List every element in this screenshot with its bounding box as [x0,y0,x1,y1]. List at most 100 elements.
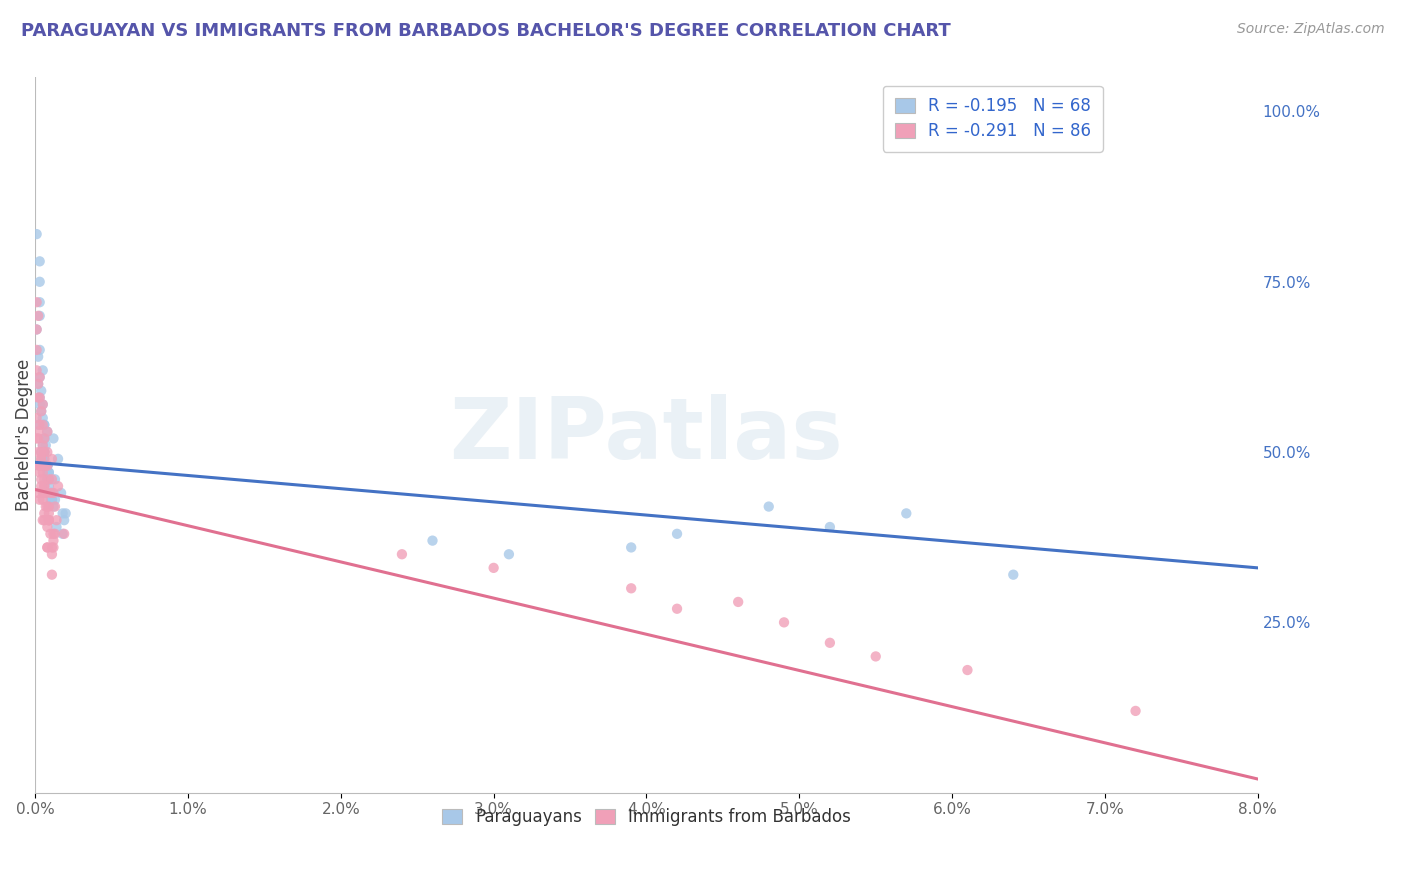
Point [38,466,60,480]
Point [28,466,51,480]
Point [45,513,67,527]
Text: ZIPatlas: ZIPatlas [450,393,844,476]
Point [25,432,48,446]
Point [37,472,59,486]
Point [37,541,59,555]
Point [620,541,643,555]
Point [37,458,59,473]
Point [30,404,52,418]
Point [38,513,60,527]
Point [27,391,49,405]
Point [31,417,53,432]
Point [32,451,55,466]
Point [27,417,49,432]
Point [32,432,55,446]
Point [35,458,58,473]
Point [32,479,55,493]
Point [25,322,48,336]
Point [25,227,48,241]
Point [41,486,63,500]
Y-axis label: Bachelor's Degree: Bachelor's Degree [15,359,32,511]
Point [32,445,55,459]
Point [38,513,60,527]
Point [32,417,55,432]
Point [31,486,53,500]
Point [31,438,53,452]
Point [32,507,55,521]
Point [1002,567,1025,582]
Point [38,472,60,486]
Point [30,479,52,493]
Point [28,254,51,268]
Point [42,541,65,555]
Point [39,492,62,507]
Point [482,561,505,575]
Text: PARAGUAYAN VS IMMIGRANTS FROM BARBADOS BACHELOR'S DEGREE CORRELATION CHART: PARAGUAYAN VS IMMIGRANTS FROM BARBADOS B… [21,22,950,40]
Point [41,567,63,582]
Point [30,472,52,486]
Point [28,391,51,405]
Point [38,466,60,480]
Point [37,500,59,514]
Point [32,445,55,459]
Point [28,391,51,405]
Point [52,507,75,521]
Point [31,397,53,411]
Point [37,458,59,473]
Point [32,486,55,500]
Point [38,513,60,527]
Point [35,438,58,452]
Legend: Paraguayans, Immigrants from Barbados: Paraguayans, Immigrants from Barbados [433,800,859,834]
Point [30,451,52,466]
Point [666,601,689,615]
Point [30,445,52,459]
Point [391,547,413,561]
Point [25,411,48,425]
Point [39,486,62,500]
Point [28,343,51,357]
Point [31,397,53,411]
Point [27,432,49,446]
Point [30,404,52,418]
Point [28,397,51,411]
Point [727,595,749,609]
Point [27,445,49,459]
Point [32,432,55,446]
Point [46,479,69,493]
Point [32,458,55,473]
Point [38,479,60,493]
Point [28,417,51,432]
Point [42,533,65,548]
Point [44,500,66,514]
Point [37,466,59,480]
Point [32,432,55,446]
Point [32,445,55,459]
Point [42,486,65,500]
Point [46,451,69,466]
Point [35,500,58,514]
Point [42,500,65,514]
Point [865,649,887,664]
Point [53,513,76,527]
Point [25,363,48,377]
Point [38,472,60,486]
Point [42,526,65,541]
Point [41,492,63,507]
Point [37,458,59,473]
Point [818,520,841,534]
Point [38,507,60,521]
Point [49,486,72,500]
Point [55,507,77,521]
Point [773,615,796,630]
Point [28,275,51,289]
Point [31,411,53,425]
Point [42,432,65,446]
Text: Source: ZipAtlas.com: Source: ZipAtlas.com [1237,22,1385,37]
Point [35,486,58,500]
Point [37,541,59,555]
Point [1125,704,1147,718]
Point [32,445,55,459]
Point [28,458,51,473]
Point [37,472,59,486]
Point [31,466,53,480]
